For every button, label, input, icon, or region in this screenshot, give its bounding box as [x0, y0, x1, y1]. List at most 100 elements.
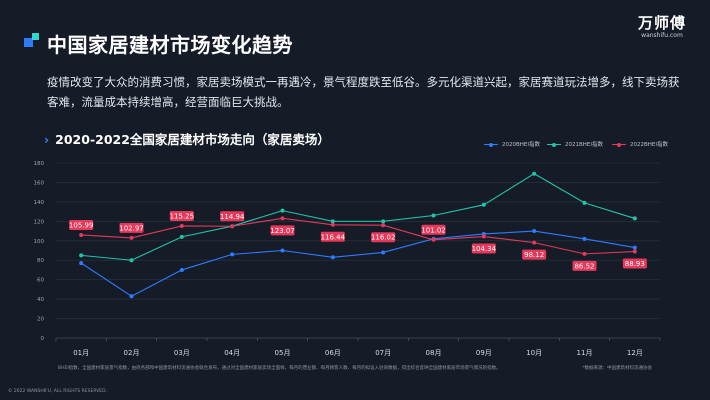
legend-swatch-2021: [547, 142, 561, 147]
legend-swatch-2020: [484, 142, 498, 147]
data-label: 115.25: [170, 212, 195, 220]
data-point: [532, 171, 537, 176]
data-point: [381, 223, 386, 228]
footnote-right: *数据来源：中国建筑材料流通协会: [582, 366, 652, 371]
chart-title-text: 2020-2022全国家居建材市场走向（家居卖场）: [55, 132, 330, 147]
data-label: 114.94: [220, 213, 245, 221]
x-tick-label: 06月: [325, 349, 341, 357]
data-point: [431, 237, 436, 242]
data-point: [431, 213, 436, 218]
title-marker-icon: [24, 33, 40, 49]
data-label-bg: [622, 258, 647, 269]
data-point: [582, 236, 587, 241]
y-tick-label: 80: [37, 258, 44, 264]
x-tick-label: 02月: [124, 349, 140, 357]
data-point: [280, 248, 285, 253]
y-tick-label: 60: [37, 278, 44, 284]
data-label-bg: [522, 249, 547, 260]
data-label: 88.93: [625, 260, 645, 268]
data-point: [280, 216, 285, 221]
legend-label-2022: 2022BHEI指数: [630, 142, 669, 148]
x-tick-label: 04月: [224, 349, 240, 357]
y-tick-label: 160: [34, 180, 45, 186]
y-tick-label: 40: [37, 297, 44, 303]
x-tick-label: 01月: [73, 349, 89, 357]
y-tick-label: 0: [41, 336, 45, 342]
data-point: [532, 229, 537, 234]
data-point: [330, 255, 335, 260]
data-label-bg: [119, 222, 144, 233]
x-tick-label: 05月: [275, 349, 291, 357]
data-point: [129, 235, 134, 240]
data-point: [230, 224, 235, 229]
data-point: [381, 250, 386, 255]
data-label-bg: [169, 210, 194, 221]
data-label-bg: [371, 232, 396, 243]
data-point: [632, 249, 637, 254]
data-label: 102.97: [119, 224, 144, 232]
data-label-bg: [471, 243, 496, 254]
y-tick-label: 180: [34, 161, 45, 167]
data-point: [179, 267, 184, 272]
data-point: [129, 258, 134, 263]
brand-logo: 万师傅 wanshifu.com: [638, 14, 686, 40]
chevron-right-icon: ›: [44, 132, 50, 147]
chart-legend: 2020BHEI指数 2021BHEI指数 2022BHEI指数: [0, 140, 710, 152]
x-tick-label: 09月: [476, 349, 492, 357]
data-point: [381, 219, 386, 224]
legend-label-2021: 2021BHEI指数: [565, 142, 604, 148]
data-label-bg: [69, 219, 94, 230]
data-point: [79, 253, 84, 258]
data-label: 105.99: [69, 221, 94, 229]
data-point: [179, 223, 184, 228]
page-title: 中国家居建材市场变化趋势: [47, 33, 293, 57]
legend-item-2020: 2020BHEI指数: [484, 140, 540, 148]
footnote-left: BHEI指数，全国建材家居景气指数，由商务部和中国建筑材料流通协会联合发布，通过…: [58, 366, 501, 371]
data-point: [129, 294, 134, 299]
data-point: [481, 234, 486, 239]
data-label-bg: [572, 260, 597, 271]
description-text: 疫情改变了大众的消费习惯，家居卖场模式一再遇冷，景气程度跌至低谷。多元化渠道兴起…: [47, 75, 680, 109]
x-tick-label: 03月: [174, 349, 190, 357]
series-line-1: [81, 173, 635, 261]
copyright: © 2022 WANSHIFU, ALL RIGHTS RESERVED.: [8, 389, 108, 394]
series-line-0: [80, 230, 635, 297]
y-tick-label: 120: [34, 219, 45, 225]
brand-name: 万师傅: [637, 14, 686, 32]
legend-item-2021: 2021BHEI指数: [547, 140, 603, 148]
x-tick-label: 08月: [426, 349, 442, 357]
data-label-bg: [220, 211, 245, 222]
data-label-bg: [421, 224, 446, 235]
data-point: [280, 208, 285, 213]
data-point: [330, 219, 335, 224]
y-tick-label: 140: [34, 200, 45, 206]
data-point: [632, 245, 637, 250]
data-point: [79, 261, 84, 266]
data-label: 104.34: [472, 245, 497, 253]
data-point: [230, 252, 235, 257]
legend-item-2022: 2022BHEI指数: [612, 140, 668, 148]
data-label: 86.52: [574, 262, 594, 270]
data-point: [582, 200, 587, 205]
series-line-2: [81, 217, 635, 255]
data-point: [330, 222, 335, 227]
data-label-bg: [320, 231, 345, 242]
x-tick-label: 11月: [577, 349, 593, 357]
x-tick-label: 07月: [375, 349, 391, 357]
data-point: [481, 202, 486, 207]
data-label: 116.44: [321, 233, 346, 241]
legend-label-2020: 2020BHEI指数: [502, 142, 541, 148]
x-tick-label: 10月: [526, 349, 542, 357]
data-label: 101.02: [421, 226, 446, 234]
x-tick-label: 12月: [627, 349, 643, 357]
data-label-bg: [270, 225, 295, 236]
chart-title: › 2020-2022全国家居建材市场走向（家居卖场）: [44, 129, 330, 148]
data-point: [79, 232, 84, 237]
data-label: 123.07: [270, 227, 295, 235]
data-point: [179, 234, 184, 239]
y-tick-label: 20: [37, 317, 44, 323]
legend-swatch-2022: [612, 142, 626, 147]
data-point: [582, 251, 587, 256]
data-point: [632, 216, 637, 221]
